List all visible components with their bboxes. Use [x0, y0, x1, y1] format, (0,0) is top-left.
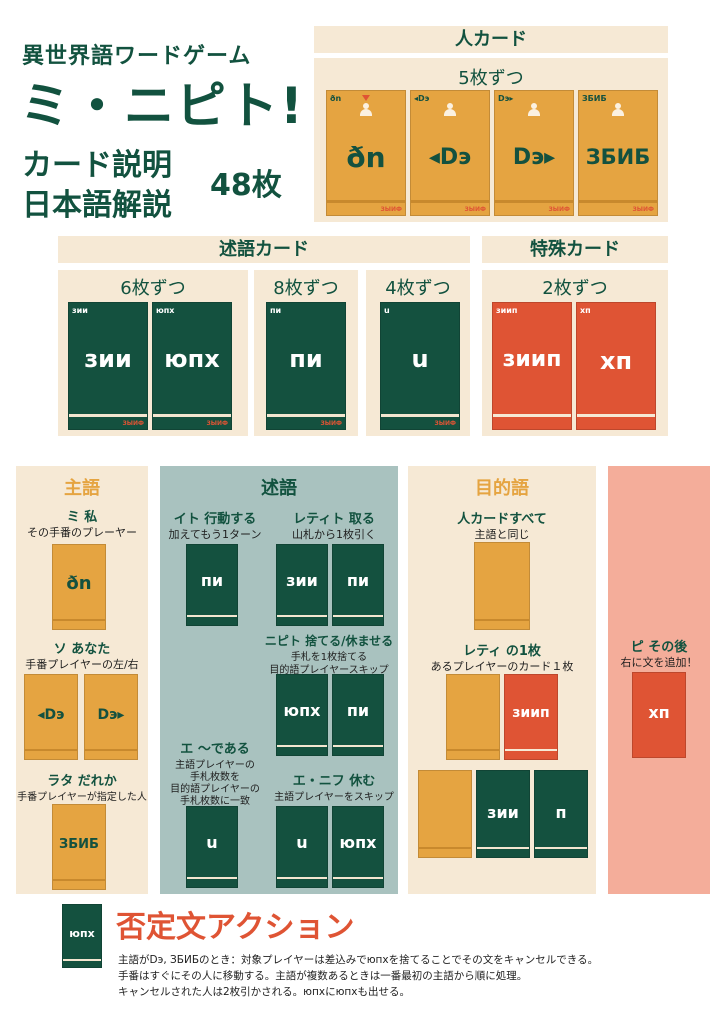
object-example-zii: зии — [476, 770, 530, 858]
after-desc: 右に文を追加！ — [620, 656, 698, 669]
title-japanese-explanation: 日本語解説 — [22, 188, 172, 223]
pred-card-e: u — [186, 806, 238, 888]
title-card-explanation: カード説明 — [22, 148, 172, 183]
object-example-n: п — [534, 770, 588, 858]
pred-count-8: 8枚ずつ — [273, 278, 339, 299]
pred-enifu-name: エ・ニフ 休む — [292, 774, 376, 789]
subject-so-name: ソ あなた — [53, 642, 111, 657]
game-title: ミ・ニピト! — [20, 77, 305, 135]
subject-mi-name: ミ 私 — [66, 510, 98, 525]
subject-card-de-right: Dэ▸ — [84, 674, 138, 760]
pred-card-zii: зии зии ЗЫИФ — [68, 302, 148, 430]
pred-count-6: 6枚ずつ — [120, 278, 186, 299]
subject-mi-desc: その手番のプレーヤー — [27, 526, 137, 539]
object-all-desc: 主語と同じ — [474, 528, 530, 541]
after-name: ピ その後 — [630, 640, 688, 655]
person-count: 5枚ずつ — [458, 68, 524, 89]
pred-retito-desc: 山札から1枚引く — [292, 528, 376, 541]
person-card-de-right: Dэ▸ Dэ▸ ЗЫИФ — [494, 90, 574, 216]
pred-e-desc-4: 手札枚数に一致 — [180, 796, 250, 807]
person-card-zbib: ЗБИБ ЗБИБ ЗЫИФ — [578, 90, 658, 216]
object-card-reti-person — [446, 674, 500, 760]
pred-nipito-desc-1: 手札を1枚捨てる — [290, 652, 368, 663]
subject-card-mi: ðn — [52, 544, 106, 630]
card-total: 48枚 — [210, 168, 282, 203]
subject-rata-name: ラタ だれか — [47, 774, 117, 789]
object-reti-desc: あるプレイヤーのカード１枚 — [430, 660, 574, 673]
predicate-header: 述語カード — [58, 236, 470, 263]
pred-enifu-desc: 主語プレイヤーをスキップ — [274, 792, 394, 803]
pred-nipito-desc-2: 目的語プレイヤースキップ — [269, 665, 389, 676]
object-reti-name: レティ の1枚 — [463, 644, 541, 659]
subject-rata-desc: 手番プレイヤーが指定した人 — [17, 792, 147, 803]
pred-e-name: エ 〜である — [180, 742, 250, 757]
object-example-person — [418, 770, 472, 858]
pred-card-enifu-1: u — [276, 806, 328, 888]
pred-ito-desc: 加えてもう1ターン — [168, 528, 262, 541]
pred-card-enifu-2: юпх — [332, 806, 384, 888]
pred-nipito-name: ニピト 捨てる/休ませる — [264, 634, 394, 648]
object-all-name: 人カードすべて — [457, 512, 547, 527]
pred-card-retito-2: пи — [332, 544, 384, 626]
subject-so-desc: 手番プレイヤーの左/右 — [25, 658, 139, 671]
negation-text-3: キャンセルされた人は2枚引かされる。юпхにюпхも出せる。 — [118, 986, 411, 998]
special-header: 特殊カード — [482, 236, 668, 263]
negation-text-1: 主語がDэ, ЗБИБのとき：対象プレイヤーは差込みでюпхを捨てることでその文… — [118, 954, 599, 966]
pred-card-yupkh: юпх юпх ЗЫИФ — [152, 302, 232, 430]
person-card-de-left: ◂Dэ ◂Dэ ЗЫИФ — [410, 90, 490, 216]
pred-ito-name: イト 行動する — [173, 512, 257, 527]
negation-text-2: 手番はすぐにその人に移動する。主語が複数あるときは一番最初の主語から順に処理。 — [118, 970, 528, 982]
special-card-khp: хп хп — [576, 302, 656, 430]
title-subtitle: 異世界語ワードゲーム — [22, 44, 252, 69]
after-card-khp: хп — [632, 672, 686, 758]
pred-e-desc-2: 手札枚数を — [190, 772, 240, 783]
pred-card-u: u u ЗЫИФ — [380, 302, 460, 430]
subject-card-de-left: ◂Dэ — [24, 674, 78, 760]
person-header: 人カード — [314, 26, 668, 53]
special-card-ziip: зиип зиип — [492, 302, 572, 430]
object-card-person — [474, 542, 530, 630]
negation-title: 否定文アクション — [116, 910, 355, 945]
object-title: 目的語 — [475, 478, 529, 499]
subject-card-zbib: ЗБИБ — [52, 804, 106, 890]
predicate-title: 述語 — [261, 478, 297, 499]
pred-retito-name: レティト 取る — [293, 512, 375, 527]
negation-card: юпх — [62, 904, 102, 968]
pred-card-nipito-1: юпх — [276, 674, 328, 756]
pred-e-desc-3: 目的語プレイヤーの — [170, 784, 260, 795]
pred-count-4: 4枚ずつ — [385, 278, 451, 299]
pred-e-desc-1: 主語プレイヤーの — [175, 760, 255, 771]
person-card-dn: ðn ðn ЗЫИФ — [326, 90, 406, 216]
pred-card-ito: пи — [186, 544, 238, 626]
pred-card-pi: пи пи ЗЫИФ — [266, 302, 346, 430]
pred-card-retito-1: зии — [276, 544, 328, 626]
object-card-ziip: зиип — [504, 674, 558, 760]
special-count: 2枚ずつ — [542, 278, 608, 299]
subject-title: 主語 — [64, 478, 100, 499]
pred-card-nipito-2: пи — [332, 674, 384, 756]
